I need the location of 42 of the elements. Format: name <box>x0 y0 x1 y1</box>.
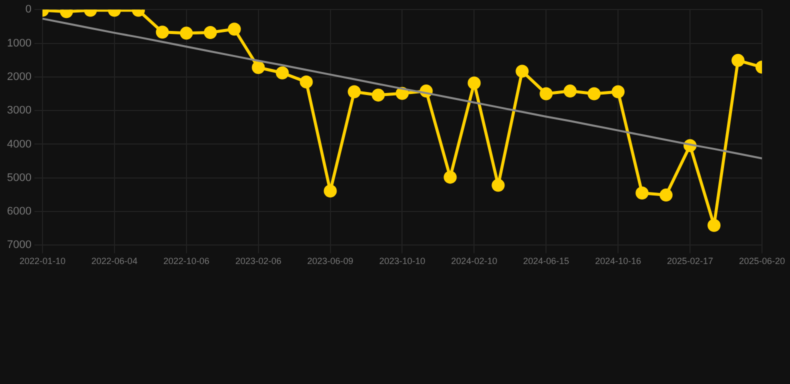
x-tick-label: 2024-02-10 <box>451 256 498 266</box>
y-tick-label: 3000 <box>6 104 32 117</box>
point <box>468 76 481 90</box>
x-tick-label: 2023-02-06 <box>235 256 282 266</box>
x-tick-label: 2022-06-04 <box>91 256 138 266</box>
y-tick-label: 4000 <box>6 138 32 150</box>
point <box>564 84 577 98</box>
point <box>516 64 529 78</box>
point <box>588 87 601 100</box>
y-tick-label: 7000 <box>6 239 32 252</box>
y-tick-label: 1000 <box>6 37 32 50</box>
point <box>372 88 385 102</box>
point <box>156 26 169 39</box>
y-tick-label: 6000 <box>6 206 32 218</box>
point <box>492 178 505 192</box>
x-tick-label: 2024-10-16 <box>595 256 642 266</box>
x-tick-label: 2024-06-15 <box>523 256 570 266</box>
point <box>444 170 457 184</box>
point <box>660 188 673 202</box>
point <box>300 75 313 88</box>
point <box>732 54 745 67</box>
point <box>252 60 265 74</box>
point <box>324 184 337 198</box>
point <box>180 26 193 40</box>
point <box>228 22 241 36</box>
x-tick-label: 2025-06-20 <box>738 256 786 266</box>
y-tick-label: 5000 <box>6 172 32 184</box>
point <box>540 87 553 100</box>
x-tick-label: 2025-02-17 <box>667 256 714 266</box>
x-tick-label: 2022-01-10 <box>19 256 66 266</box>
x-tick-label: 2023-10-10 <box>379 256 426 266</box>
x-tick-label: 2022-10-06 <box>163 256 210 266</box>
point <box>612 85 625 98</box>
point <box>396 86 409 100</box>
point <box>204 26 217 39</box>
point <box>276 66 289 80</box>
y-tick-label: 2000 <box>6 70 32 83</box>
point <box>348 85 361 98</box>
point <box>708 218 721 232</box>
x-tick-label: 2023-06-09 <box>307 256 354 266</box>
point <box>636 186 649 200</box>
y-tick-label: 0 <box>25 4 32 16</box>
